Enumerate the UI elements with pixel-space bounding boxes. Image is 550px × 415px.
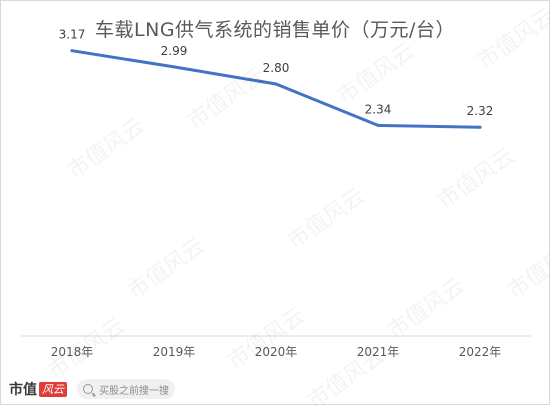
- search-placeholder: 买股之前搜一搜: [99, 385, 169, 397]
- data-label: 2.32: [467, 104, 494, 118]
- data-point: [70, 49, 74, 53]
- x-tick-label: 2020年: [255, 345, 298, 359]
- search-box[interactable]: 买股之前搜一搜: [77, 379, 175, 399]
- x-tick-label: 2018年: [51, 345, 94, 359]
- brand-logo[interactable]: 市值: [9, 382, 37, 398]
- chart-title: 车载LNG供气系统的销售单价（万元/台）: [95, 19, 455, 41]
- line-chart: 2018年 2019年 2020年 2021年 2022年 3.17 2.99 2.80 2.3…: [21, 28, 531, 359]
- data-label: 3.17: [59, 28, 86, 42]
- x-tick-label: 2021年: [357, 345, 400, 359]
- data-label: 2.80: [263, 61, 290, 75]
- x-tick-label: 2019年: [153, 345, 196, 359]
- data-point: [376, 123, 380, 127]
- brand-mark: 风云: [39, 381, 67, 397]
- footer-bar: 市值 风云 买股之前搜一搜: [1, 374, 549, 404]
- x-tick-label: 2022年: [459, 345, 502, 359]
- data-point: [172, 65, 176, 69]
- data-point: [478, 125, 482, 129]
- data-label: 2.34: [365, 102, 392, 116]
- search-icon: [83, 384, 93, 394]
- chart-frame: 车载LNG供气系统的销售单价（万元/台） 2018年 2019年 2020年 2021…: [0, 0, 550, 405]
- data-point: [274, 82, 278, 86]
- data-label: 2.99: [161, 44, 188, 58]
